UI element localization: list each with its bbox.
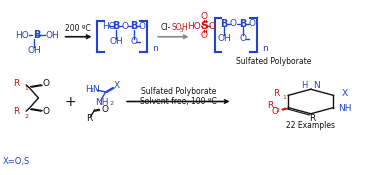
Text: X: X <box>114 81 120 90</box>
Text: O: O <box>230 19 237 28</box>
Text: O: O <box>239 34 246 43</box>
Text: NH: NH <box>338 104 352 113</box>
Text: O: O <box>201 12 208 21</box>
Text: B: B <box>239 19 246 29</box>
Text: n: n <box>153 44 158 53</box>
Text: B: B <box>220 19 228 29</box>
Text: OH: OH <box>27 46 41 55</box>
Text: O: O <box>101 105 108 114</box>
Text: Sulfated Polyborate: Sulfated Polyborate <box>236 57 311 66</box>
Text: O: O <box>43 79 50 89</box>
Text: O: O <box>272 107 279 116</box>
Text: O: O <box>201 31 208 40</box>
Text: HO: HO <box>187 22 201 31</box>
Text: B: B <box>130 21 137 31</box>
Text: B: B <box>33 30 40 40</box>
Text: R: R <box>273 89 279 98</box>
Text: 22 Examples: 22 Examples <box>286 121 335 131</box>
Text: n: n <box>262 44 268 53</box>
Text: OH: OH <box>109 37 123 47</box>
Text: 1: 1 <box>282 95 286 100</box>
Text: HO: HO <box>102 22 116 31</box>
Text: 2: 2 <box>276 108 280 113</box>
Text: Solvent free, 100 ºC: Solvent free, 100 ºC <box>140 97 217 106</box>
Text: SO: SO <box>172 23 182 33</box>
Text: 2: 2 <box>109 101 113 106</box>
Text: O: O <box>139 22 146 31</box>
Text: O: O <box>209 22 216 31</box>
Text: H: H <box>181 23 187 33</box>
Text: 3: 3 <box>180 28 183 33</box>
Text: R: R <box>14 107 20 117</box>
Text: X=O,S: X=O,S <box>2 157 29 166</box>
Text: OH: OH <box>46 30 60 40</box>
Text: O: O <box>43 107 50 117</box>
Text: HO: HO <box>15 30 29 40</box>
Text: S: S <box>200 21 209 31</box>
Text: X: X <box>342 89 348 98</box>
Text: O: O <box>121 22 128 31</box>
Text: 2: 2 <box>24 114 28 119</box>
Text: N: N <box>313 81 319 90</box>
Text: NH: NH <box>96 98 109 107</box>
Text: Cl-: Cl- <box>161 23 171 33</box>
Text: OH: OH <box>217 34 231 43</box>
Text: N: N <box>93 85 99 94</box>
Text: +: + <box>64 94 76 108</box>
Text: R: R <box>267 101 273 110</box>
Text: 2: 2 <box>90 88 94 93</box>
Text: 1: 1 <box>24 86 28 91</box>
Text: 200 ºC: 200 ºC <box>65 24 91 33</box>
Text: R: R <box>14 79 20 89</box>
Text: Sulfated Polyborate: Sulfated Polyborate <box>141 86 216 96</box>
Text: H: H <box>85 85 92 94</box>
Text: R: R <box>87 114 93 123</box>
Text: O: O <box>130 37 137 47</box>
Text: H: H <box>301 81 307 90</box>
Text: O: O <box>248 19 256 28</box>
Text: R: R <box>310 114 316 123</box>
Text: B: B <box>112 21 120 31</box>
